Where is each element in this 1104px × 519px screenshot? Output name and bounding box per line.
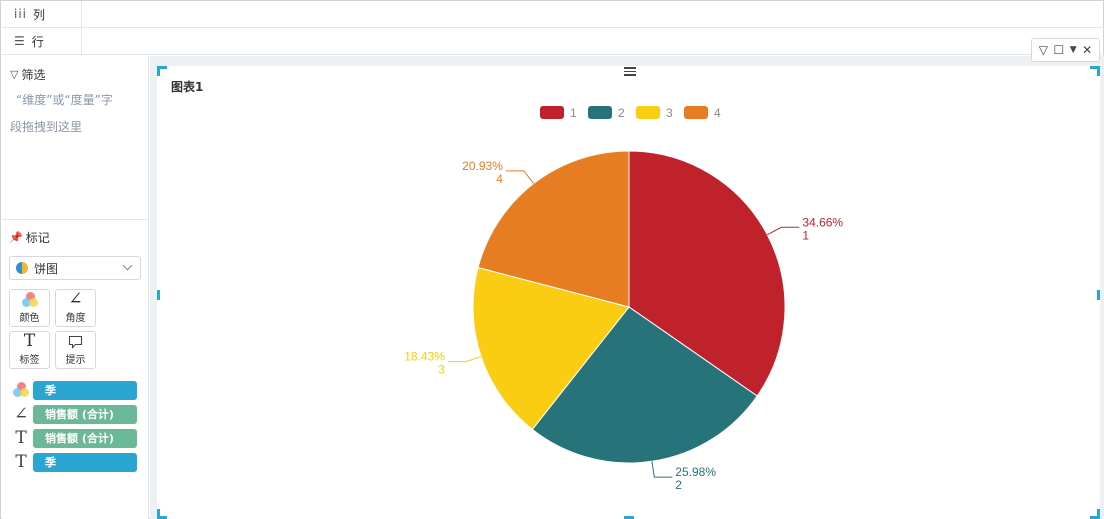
angle-button-label: 角度 — [65, 313, 86, 324]
resize-handle-bottom[interactable] — [624, 516, 634, 519]
resize-handle-tl[interactable] — [157, 66, 167, 69]
field-pill-season-label[interactable]: 季 — [33, 452, 137, 472]
resize-handle-bl-v[interactable] — [157, 509, 160, 519]
color-bubbles-icon — [21, 291, 38, 308]
pie-slice-2 — [531, 306, 758, 464]
columns-label: 列 — [33, 7, 46, 22]
legend-label-4: 4 — [714, 106, 721, 120]
filter-hint-line2: 段拖拽到这里 — [10, 120, 83, 134]
text-t-icon: T — [15, 452, 27, 472]
field-pill-season[interactable]: 季 — [33, 380, 137, 400]
resize-handle-tr-v[interactable] — [1097, 66, 1100, 76]
columns-shelf[interactable]: iii 列 — [2, 1, 1104, 28]
resize-handle-bl[interactable] — [157, 516, 167, 519]
legend-swatch-3 — [636, 106, 660, 119]
marks-section: 📌 标记 饼图 颜色 ∠ 角度 — [2, 220, 148, 485]
chart-type-select[interactable]: 饼图 — [9, 256, 141, 280]
filter-icon[interactable]: ▽ — [1038, 43, 1048, 57]
pill-row-angle: ∠ 销售额 (合计) — [9, 404, 141, 424]
slice-category-label-2: 2 — [675, 478, 682, 492]
resize-handle-tl-v[interactable] — [157, 66, 160, 76]
pie-chart-icon — [16, 262, 28, 274]
filter-hint-line1: “维度”或“度量”字 — [16, 93, 113, 107]
maximize-icon[interactable]: ☐ — [1053, 43, 1065, 57]
chart-type-value: 饼图 — [34, 261, 59, 276]
resize-handle-left[interactable] — [157, 290, 160, 300]
color-bubbles-icon — [13, 382, 29, 398]
columns-shelf-label: iii 列 — [2, 1, 82, 27]
mark-pills: 季 ∠ 销售额 (合计) T 销售额 (合计) T 季 — [9, 380, 141, 472]
tooltip-icon — [68, 332, 83, 351]
slice-percent-label-4: 20.93% — [462, 159, 503, 173]
filter-icon: ▽ — [10, 68, 19, 81]
color-button[interactable]: 颜色 — [9, 289, 50, 327]
slice-category-label-1: 1 — [802, 228, 809, 242]
legend-label-1: 1 — [570, 106, 577, 120]
pill-row-color: 季 — [9, 380, 141, 400]
legend-swatch-4 — [684, 106, 708, 119]
legend-label-2: 2 — [618, 106, 625, 120]
resize-handle-tr[interactable] — [1090, 66, 1100, 69]
label-leader-1 — [767, 226, 800, 236]
angle-icon: ∠ — [68, 289, 83, 309]
left-panel: ▽ 筛选 “维度”或“度量”字 段拖拽到这里 📌 标记 饼图 — [2, 56, 149, 519]
slice-category-label-4: 4 — [496, 172, 503, 186]
chart-title: 图表1 — [171, 80, 204, 94]
filter-section[interactable]: ▽ 筛选 “维度”或“度量”字 段拖拽到这里 — [2, 56, 148, 220]
legend-swatch-2 — [588, 106, 612, 119]
label-button-label: 标签 — [19, 355, 40, 366]
canvas-area: 图表1 1 2 3 4 34.66% 1 25.98% 2 18.43% 3 20.93% 4 — [150, 56, 1104, 519]
filter-title: ▽ 筛选 — [10, 66, 140, 83]
label-leader-4 — [505, 170, 535, 184]
drag-handle-icon[interactable] — [624, 67, 636, 78]
slice-percent-label-1: 34.66% — [802, 215, 843, 229]
widget-toolbox: ▽ ☐ ▼ ✕ — [1031, 38, 1100, 62]
pie-slice-1 — [628, 150, 786, 397]
pill-row-label-sales: T 销售额 (合计) — [9, 428, 141, 448]
resize-handle-br-v[interactable] — [1097, 509, 1100, 519]
resize-handle-right[interactable] — [1097, 290, 1100, 300]
slice-percent-label-3: 18.43% — [404, 350, 445, 364]
label-button[interactable]: T 标签 — [9, 331, 50, 369]
chart-widget[interactable]: 图表1 1 2 3 4 34.66% 1 25.98% 2 18.43% 3 20.93% 4 — [157, 66, 1100, 519]
tooltip-button[interactable]: 提示 — [55, 331, 96, 369]
chevron-down-icon — [122, 260, 133, 271]
label-leader-3 — [447, 356, 482, 363]
slice-percent-label-2: 25.98% — [675, 465, 716, 479]
pin-icon: 📌 — [9, 231, 23, 244]
rows-label: 行 — [31, 34, 44, 49]
label-leader-2 — [651, 461, 673, 478]
pie-chart: 1 2 3 434.66%125.98%218.43%320.93%4 — [404, 106, 843, 492]
filter-title-text: 筛选 — [21, 68, 46, 82]
tooltip-button-label: 提示 — [65, 355, 86, 366]
angle-button[interactable]: ∠ 角度 — [55, 289, 96, 327]
marks-title-text: 标记 — [25, 231, 50, 245]
resize-handle-br[interactable] — [1090, 516, 1100, 519]
filter-hint: “维度”或“度量”字 段拖拽到这里 — [10, 87, 140, 141]
legend-label-3: 3 — [666, 106, 673, 120]
dropdown-icon[interactable]: ▼ — [1069, 45, 1077, 55]
angle-icon: ∠ — [13, 404, 29, 424]
column-icon: iii — [14, 7, 28, 21]
marks-title: 📌 标记 — [9, 229, 141, 246]
slice-category-label-3: 3 — [438, 363, 445, 377]
pie-slice-3 — [472, 266, 630, 431]
text-t-icon: T — [23, 331, 36, 351]
pill-row-label-season: T 季 — [9, 452, 141, 472]
rows-shelf[interactable]: ☰ 行 — [2, 28, 1104, 55]
legend-swatch-1 — [540, 106, 564, 119]
close-icon[interactable]: ✕ — [1082, 43, 1093, 57]
text-t-icon: T — [15, 428, 27, 448]
mark-buttons: 颜色 ∠ 角度 T 标签 提示 — [9, 289, 141, 369]
rows-shelf-label: ☰ 行 — [2, 28, 82, 54]
field-pill-sales-label[interactable]: 销售额 (合计) — [33, 428, 137, 448]
color-button-label: 颜色 — [19, 313, 40, 324]
field-pill-sales-angle[interactable]: 销售额 (合计) — [33, 404, 137, 424]
row-icon: ☰ — [14, 34, 26, 48]
